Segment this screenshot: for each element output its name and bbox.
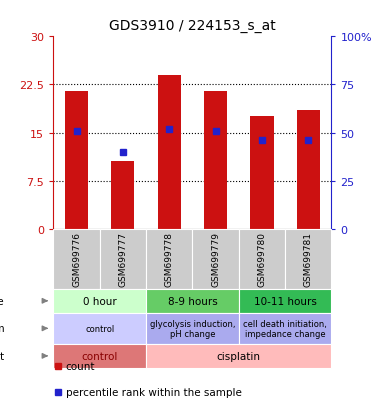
- Text: GSM699777: GSM699777: [118, 232, 127, 287]
- Bar: [53, 229, 100, 289]
- Text: control: control: [85, 324, 114, 333]
- Title: GDS3910 / 224153_s_at: GDS3910 / 224153_s_at: [109, 19, 276, 33]
- Text: control: control: [82, 351, 118, 361]
- Bar: [204, 92, 227, 229]
- Text: GSM699776: GSM699776: [72, 232, 81, 287]
- Text: GSM699778: GSM699778: [165, 232, 174, 287]
- Text: 0 hour: 0 hour: [83, 296, 117, 306]
- Bar: [239, 289, 331, 313]
- Text: cell death initiation,
impedance change: cell death initiation, impedance change: [243, 319, 327, 338]
- Bar: [53, 344, 146, 368]
- Text: cisplatin: cisplatin: [217, 351, 261, 361]
- Text: time: time: [0, 296, 5, 306]
- Bar: [100, 229, 146, 289]
- Text: 10-11 hours: 10-11 hours: [254, 296, 317, 306]
- Bar: [111, 162, 134, 229]
- Text: percentile rank within the sample: percentile rank within the sample: [66, 387, 242, 397]
- Bar: [53, 289, 146, 313]
- Bar: [65, 92, 88, 229]
- Bar: [192, 229, 239, 289]
- Text: GSM699780: GSM699780: [258, 232, 266, 287]
- Bar: [146, 313, 239, 344]
- Text: glycolysis induction,
pH change: glycolysis induction, pH change: [150, 319, 235, 338]
- Text: 8-9 hours: 8-9 hours: [168, 296, 217, 306]
- Bar: [250, 117, 274, 229]
- Text: count: count: [66, 361, 95, 371]
- Bar: [146, 289, 239, 313]
- Bar: [239, 229, 285, 289]
- Bar: [285, 229, 331, 289]
- Bar: [146, 344, 331, 368]
- Bar: [146, 229, 192, 289]
- Bar: [297, 111, 320, 229]
- Text: metabolism: metabolism: [0, 323, 5, 334]
- Text: GSM699779: GSM699779: [211, 232, 220, 287]
- Bar: [239, 313, 331, 344]
- Bar: [158, 76, 181, 229]
- Text: agent: agent: [0, 351, 5, 361]
- Text: GSM699781: GSM699781: [304, 232, 313, 287]
- Bar: [53, 313, 146, 344]
